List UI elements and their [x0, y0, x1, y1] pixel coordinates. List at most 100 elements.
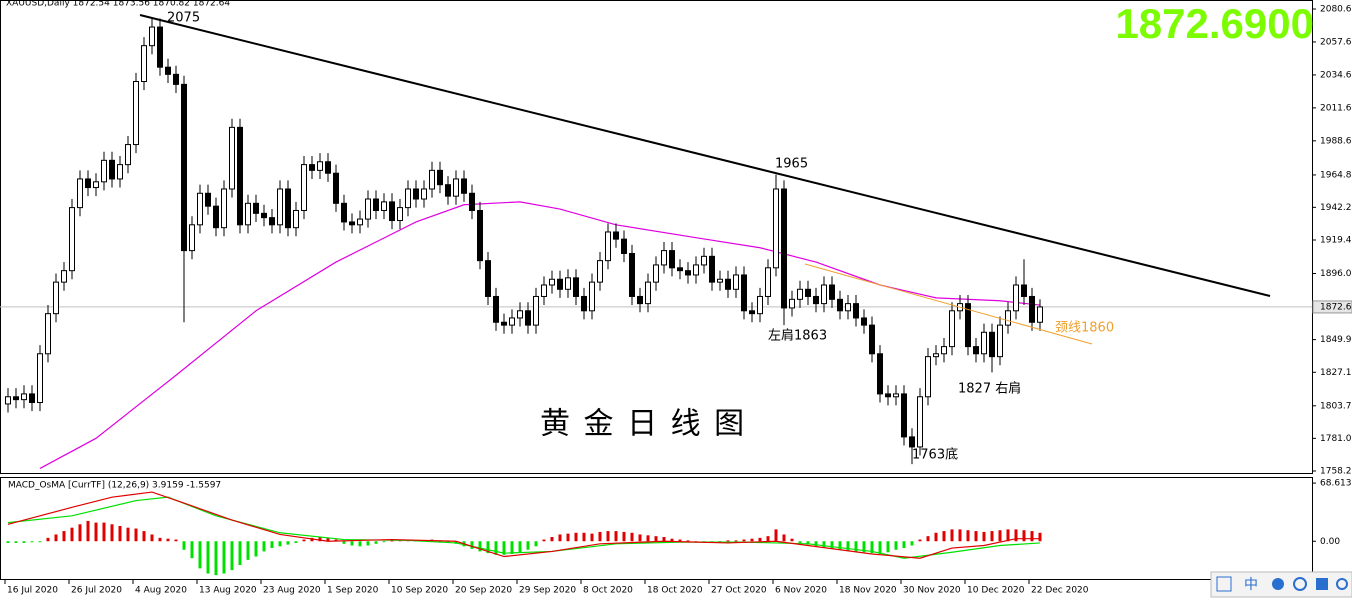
candle-body [421, 188, 427, 200]
macd-histogram-bar [342, 541, 346, 544]
x-tick-label: 4 Aug 2020 [135, 586, 187, 596]
toolbar-icon[interactable] [1272, 578, 1284, 590]
candle-body [29, 393, 35, 404]
candle-body [349, 221, 355, 226]
annotation: 1965 [775, 157, 808, 172]
macd-panel-frame [0, 477, 1313, 580]
macd-histogram-bar [942, 531, 946, 542]
candle-body [613, 231, 619, 240]
toolbar-icon[interactable] [1316, 578, 1328, 590]
macd-histogram-bar [638, 534, 642, 542]
macd-histogram-bar [278, 541, 282, 547]
annotation: 2075 [167, 11, 200, 26]
macd-histogram-bar [654, 536, 658, 542]
macd-histogram-bar [846, 541, 850, 551]
candle-body [821, 284, 827, 305]
candle-body [933, 353, 939, 358]
macd-histogram-bar [174, 539, 178, 542]
x-tick-label: 18 Oct 2020 [647, 586, 703, 596]
toolbar-icon[interactable] [1336, 578, 1348, 590]
candle-body [885, 393, 891, 398]
macd-histogram-bar [510, 541, 514, 554]
candle-body [805, 288, 811, 297]
candle-body [37, 353, 43, 404]
toolbar-language[interactable]: 中 [1244, 577, 1258, 593]
indicator-line [7, 491, 1040, 559]
x-tick-label: 20 Sep 2020 [455, 586, 512, 596]
candle-body [493, 295, 499, 323]
macd-histogram-bar [934, 532, 938, 542]
candle-body [1021, 284, 1027, 297]
candle-body [125, 144, 131, 166]
macd-histogram-bar [614, 531, 618, 542]
macd-histogram-bar [854, 541, 858, 552]
candle-body [77, 178, 83, 209]
macd-histogram-bar [750, 538, 754, 542]
candle-body [165, 66, 171, 75]
candle-body [917, 396, 923, 448]
candle-body [853, 303, 859, 319]
macd-histogram-bar [502, 541, 506, 555]
candle-body [709, 255, 715, 283]
candle-body [381, 201, 387, 211]
macd-histogram-bar [158, 537, 162, 542]
macd-title: MACD_OsMA [CurrTF] (12,26,9) 3.9159 -1.5… [8, 481, 221, 491]
x-tick-label: 22 Dec 2020 [1031, 586, 1089, 596]
y-tick-label: 2080.6 [1320, 5, 1352, 15]
candle-body [997, 324, 1003, 358]
macd-histogram-bar [782, 534, 786, 542]
macd-histogram-bar [470, 541, 474, 549]
candle-body [269, 217, 275, 226]
candle-body [285, 188, 291, 229]
candle-body [645, 281, 651, 305]
candle-body [237, 126, 243, 226]
candle-body [877, 353, 883, 395]
candle-body [445, 184, 451, 197]
price-panel-frame [0, 0, 1313, 474]
candle-body [501, 321, 507, 326]
macd-histogram-bar [1014, 529, 1018, 542]
macd-histogram-bar [150, 534, 154, 542]
candle-body [941, 346, 947, 355]
macd-histogram-bar [870, 541, 874, 554]
y-tick-label: 1827.1 [1320, 368, 1352, 378]
x-tick-label: 1 Sep 2020 [327, 586, 379, 596]
chart-header: XAUUSD,Daily 1872.54 1873.56 1870.82 187… [6, 0, 230, 9]
candle-body [677, 267, 683, 272]
candle-body [749, 310, 755, 315]
macd-histogram-bar [902, 541, 906, 549]
candle-body [509, 317, 515, 326]
candle-body [437, 169, 443, 186]
annotation: 1827 右肩 [958, 381, 1021, 397]
candle-body [813, 295, 819, 305]
macd-histogram-bar [798, 541, 802, 543]
candle-body [557, 278, 563, 290]
x-tick-label: 6 Nov 2020 [775, 586, 827, 596]
annotation: 左肩1863 [768, 328, 827, 344]
macd-histogram-bar [598, 531, 602, 542]
macd-histogram-bar [86, 520, 90, 542]
macd-histogram-bar [822, 541, 826, 548]
candle-body [981, 331, 987, 355]
toolbar-icon[interactable] [1216, 576, 1232, 592]
macd-histogram-bar [662, 537, 666, 542]
candle-body [413, 188, 419, 200]
candle-body [861, 317, 867, 326]
candle-body [453, 178, 459, 197]
macd-histogram-bar [566, 533, 570, 542]
macd-histogram-bar [334, 539, 338, 542]
candle-body [973, 346, 979, 355]
candle-body [573, 277, 579, 297]
candle-body [333, 172, 339, 204]
candle-body [117, 164, 123, 180]
y-tick-label: 1849.9 [1320, 335, 1352, 345]
candle-body [373, 198, 379, 211]
macd-histogram-bar [126, 527, 130, 542]
toolbar-icon[interactable] [1293, 577, 1307, 591]
candle-body [541, 284, 547, 297]
macd-histogram-bar [678, 539, 682, 542]
macd-histogram-bar [518, 541, 522, 553]
candle-body [461, 178, 467, 194]
